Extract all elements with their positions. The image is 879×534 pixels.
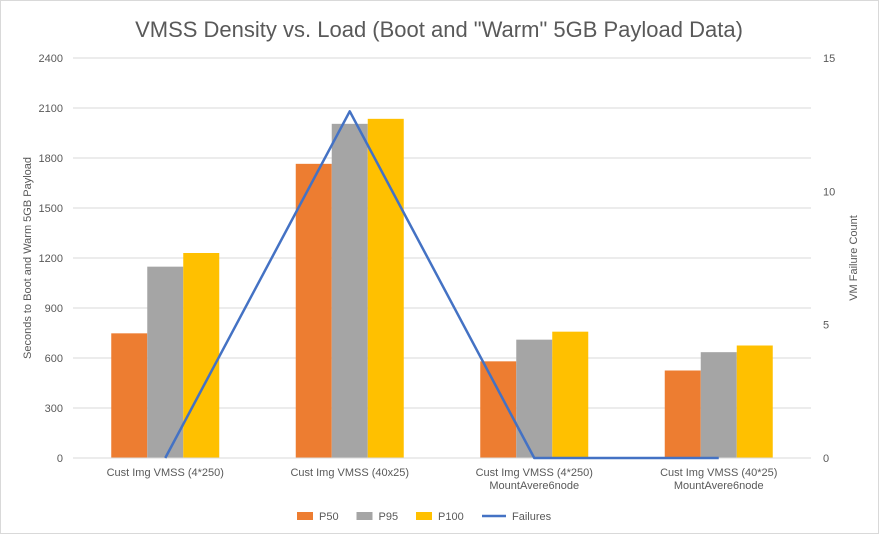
bar-p50-4 xyxy=(664,370,701,458)
legend-label-p100: P100 xyxy=(438,511,464,523)
x-tick-label: MountAvere6node xyxy=(489,480,579,492)
legend-swatch-p50 xyxy=(297,512,313,520)
x-tick-label: Cust Img VMSS (4*250) xyxy=(476,467,593,479)
bar-p50-2 xyxy=(295,163,332,459)
legend-swatch-p100 xyxy=(416,512,432,520)
x-tick-label: Cust Img VMSS (40x25) xyxy=(290,467,409,479)
y-tick-label: 600 xyxy=(45,353,63,365)
bar-p50-1 xyxy=(111,333,148,458)
y2-tick-label: 5 xyxy=(823,320,829,332)
legend: P50 P95 P100 Failures xyxy=(297,511,552,523)
y-tick-label: 1800 xyxy=(39,153,63,165)
tick-labels: 0 300 600 900 1200 1500 1800 2100 2400 0 5 10 15 Cust… xyxy=(39,53,836,492)
legend-label-failures: Failures xyxy=(512,511,552,523)
x-tick-label: MountAvere6node xyxy=(674,480,764,492)
y-tick-label: 300 xyxy=(45,403,63,415)
y-axis-title: Seconds to Boot and Warm 5GB Payload xyxy=(22,157,34,359)
y-tick-label: 1200 xyxy=(39,253,63,265)
legend-label-p95: P95 xyxy=(379,511,399,523)
x-tick-label: Cust Img VMSS (40*25) xyxy=(660,467,777,479)
bar-p100-1 xyxy=(183,253,220,458)
y-tick-label: 1500 xyxy=(39,203,63,215)
x-tick-label: Cust Img VMSS (4*250) xyxy=(107,467,224,479)
legend-label-p50: P50 xyxy=(319,511,339,523)
bar-p95-1 xyxy=(147,266,184,458)
bar-p50-3 xyxy=(480,361,517,458)
y2-tick-label: 10 xyxy=(823,186,835,198)
y-tick-label: 2100 xyxy=(39,103,63,115)
y-tick-label: 0 xyxy=(57,453,63,465)
bar-p100-2 xyxy=(367,118,404,458)
y2-axis-title: VM Failure Count xyxy=(848,215,860,301)
bar-p100-3 xyxy=(552,331,589,458)
failures-line-layer xyxy=(164,110,719,460)
y-tick-label: 900 xyxy=(45,303,63,315)
bars xyxy=(111,118,773,459)
bar-p95-2 xyxy=(331,123,368,458)
bar-p100-4 xyxy=(736,345,773,458)
y2-tick-label: 15 xyxy=(823,53,835,65)
bar-p95-4 xyxy=(700,352,737,458)
legend-swatch-p95 xyxy=(356,512,373,520)
y-tick-label: 2400 xyxy=(39,53,63,65)
chart-title: VMSS Density vs. Load (Boot and "Warm" 5… xyxy=(135,17,743,42)
bar-p95-3 xyxy=(516,339,553,458)
series-line-failures xyxy=(164,110,719,460)
y2-tick-label: 0 xyxy=(823,453,829,465)
